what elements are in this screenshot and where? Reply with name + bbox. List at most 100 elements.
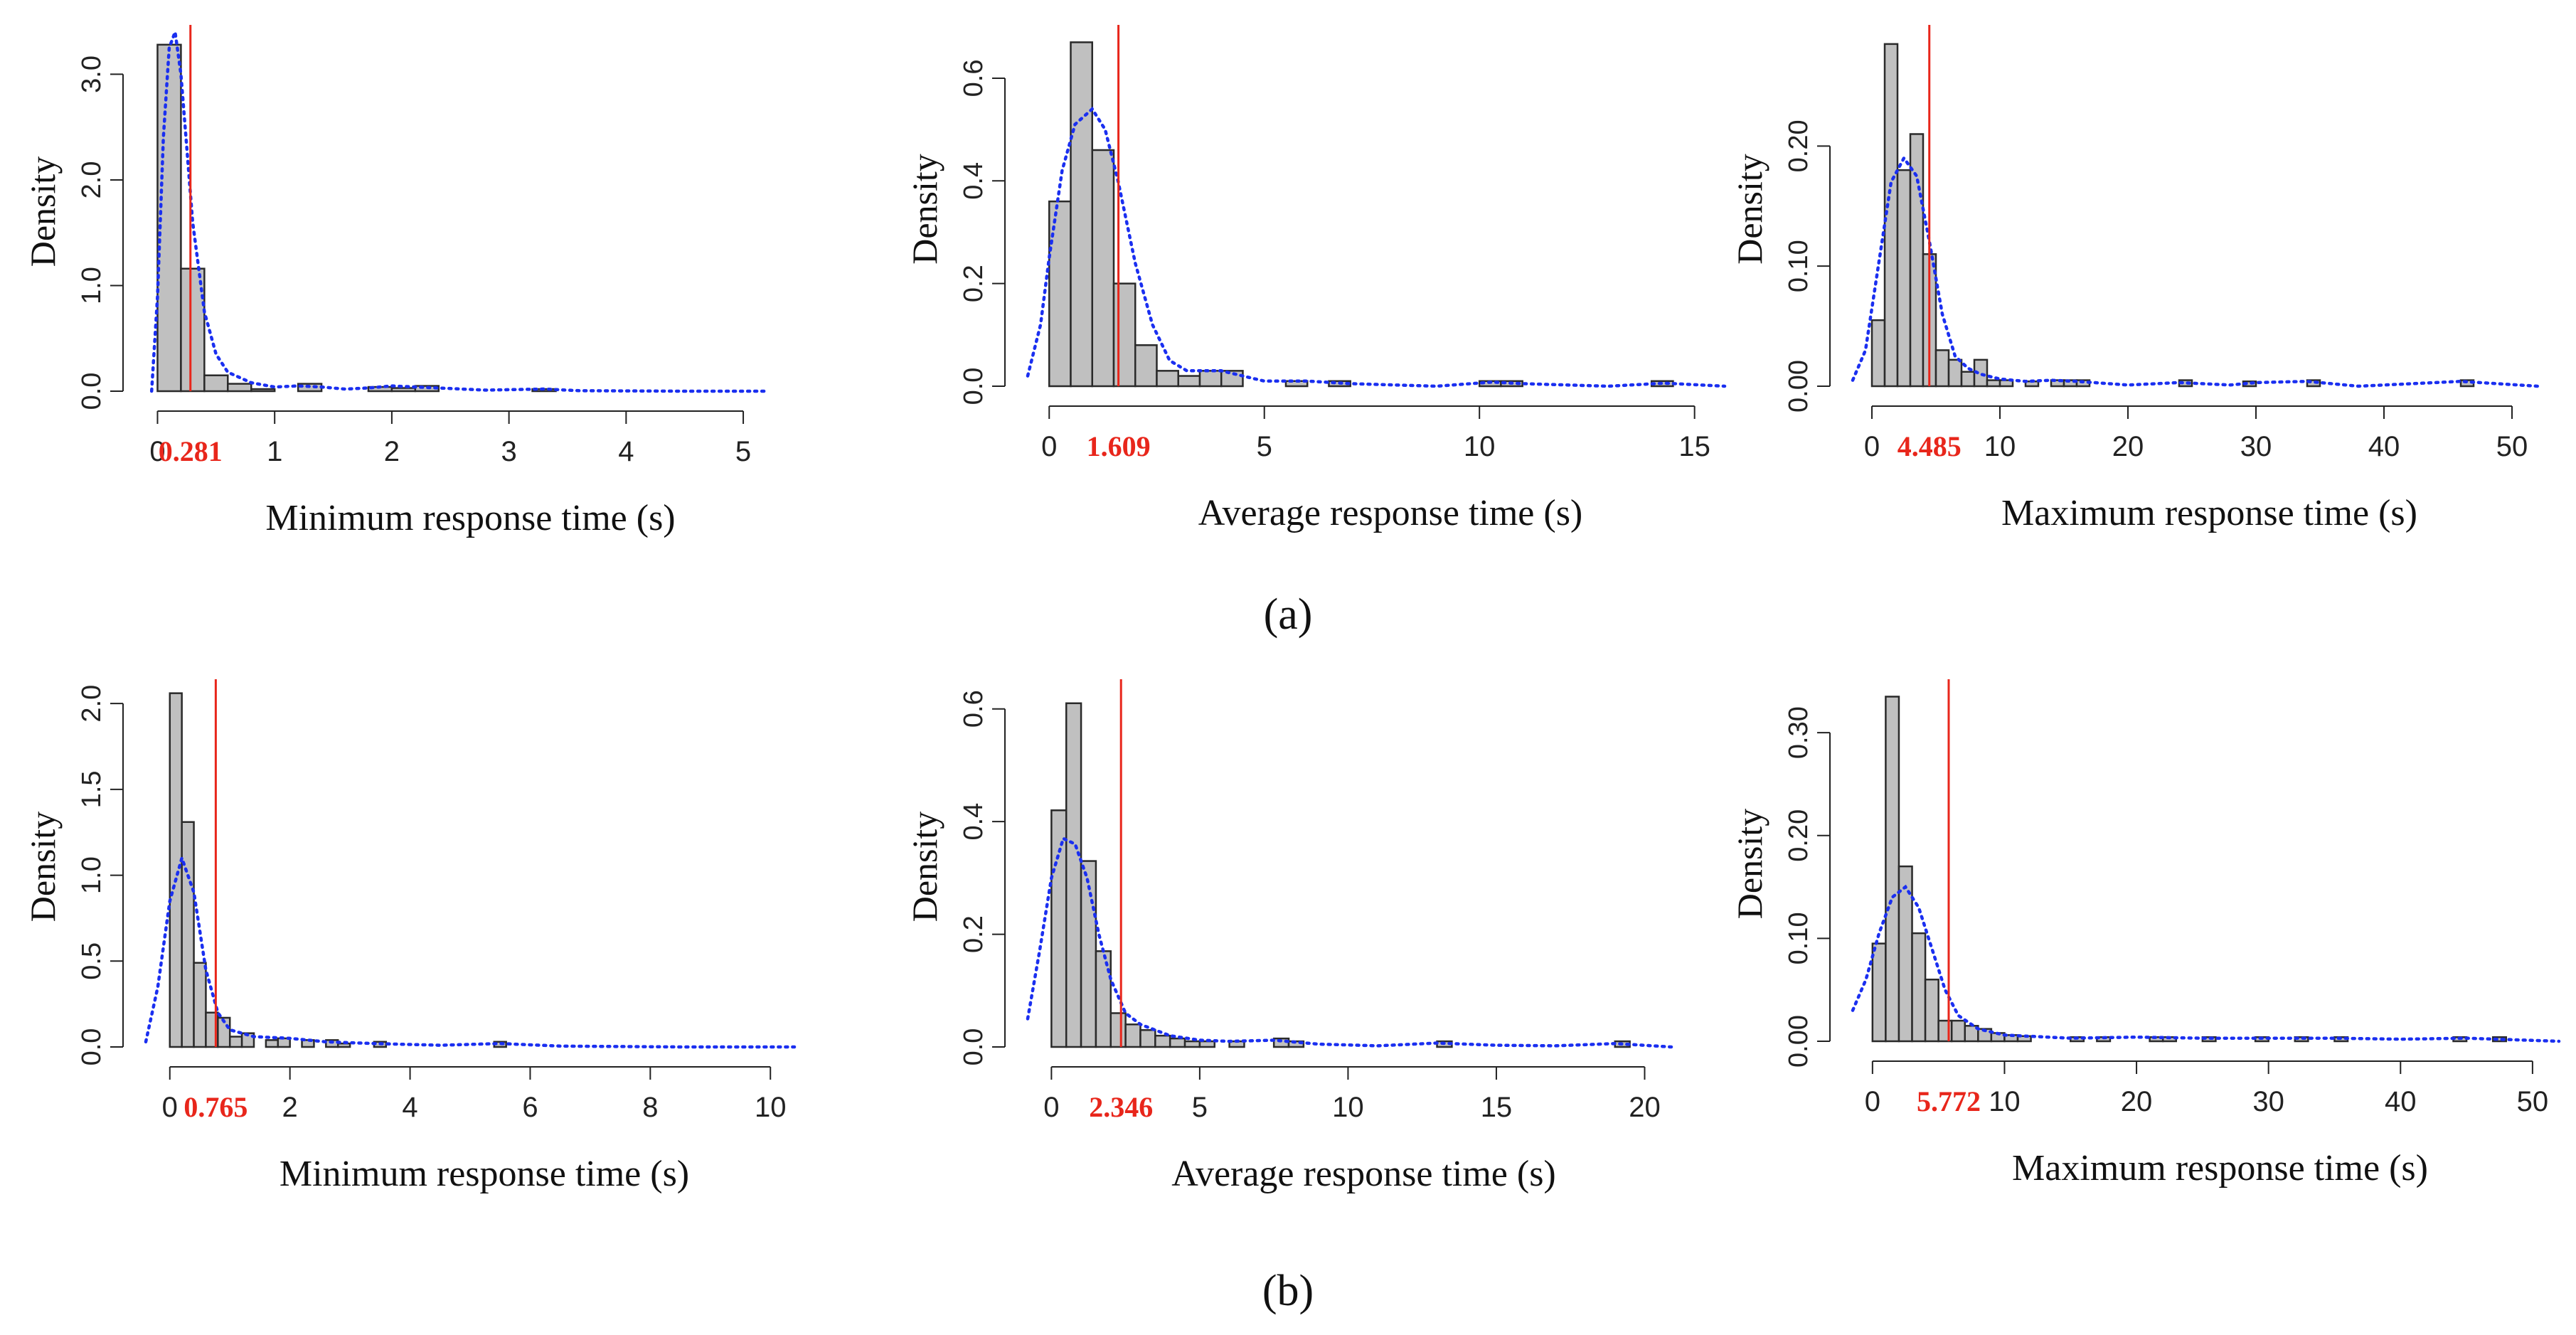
- x-axis-title: Average response time (s): [1198, 493, 1583, 533]
- histogram-bar: [1169, 1037, 1186, 1048]
- x-axis-title: Minimum response time (s): [265, 498, 675, 538]
- density-curve: [1026, 836, 1673, 1049]
- x-tick-label: 10: [1989, 1086, 2021, 1117]
- x-tick-label: 6: [522, 1092, 538, 1123]
- x-tick-label: 1: [267, 436, 282, 467]
- histogram-bar: [1112, 282, 1137, 388]
- x-tick-label: 5: [1192, 1092, 1208, 1123]
- y-tick-label: 1.0: [77, 267, 107, 304]
- x-tick-label: 0: [149, 436, 165, 467]
- histogram-bar: [1924, 978, 1939, 1043]
- x-tick-label: 15: [1481, 1092, 1513, 1123]
- density-curve: [1851, 884, 2561, 1043]
- y-tick-label: 0.0: [959, 1028, 989, 1066]
- histogram-bar: [181, 821, 195, 1048]
- x-tick-label: 30: [2240, 431, 2272, 462]
- x-tick-label: 10: [1984, 431, 2016, 462]
- x-axis-title: Maximum response time (s): [2001, 493, 2417, 533]
- y-tick-label: 0.10: [1784, 912, 1814, 964]
- y-tick-label: 2.0: [77, 685, 107, 723]
- y-tick-label: 0.2: [959, 915, 989, 953]
- histogram-bar: [1065, 702, 1082, 1048]
- x-tick-label: 20: [2112, 431, 2144, 462]
- histogram-bar: [1139, 1028, 1156, 1048]
- row-label-b: (b): [1262, 1267, 1314, 1315]
- x-tick-label: 0: [1864, 431, 1880, 462]
- y-tick-label: 0.20: [1784, 119, 1814, 172]
- y-tick-label: 0.6: [959, 60, 989, 97]
- x-tick-label: 4: [618, 436, 634, 467]
- histogram-panel: 0 5 10 15 1.609 0.0 0.2 0.4 0.6 Density Average re…: [905, 25, 1727, 533]
- histogram-bar: [2491, 1036, 2508, 1043]
- histogram-bar: [1124, 1023, 1141, 1048]
- histogram-panel: 0 2 4 6 8 10 0.765 0.0 0.5 1.0 1.5 2.0 Density Minimu…: [23, 679, 797, 1194]
- histogram-panel: 0 1 2 3 4 5 0.281 0.0 1.0 2.0 3.0 Density Minimum re…: [23, 25, 769, 538]
- y-axis-title: Density: [905, 812, 944, 922]
- histogram-bar: [390, 387, 417, 393]
- histogram-bar: [228, 1036, 243, 1048]
- histogram-bar: [180, 267, 206, 393]
- histogram-bar: [1934, 349, 1950, 388]
- y-tick-label: 1.5: [77, 770, 107, 808]
- mean-value-label: 5.772: [1917, 1085, 1981, 1117]
- mean-value-label: 0.281: [159, 435, 223, 467]
- histogram-bar: [1154, 1034, 1171, 1048]
- x-tick-label: 50: [2517, 1086, 2549, 1117]
- x-tick-label: 8: [642, 1092, 658, 1123]
- x-tick-label: 10: [1332, 1092, 1364, 1123]
- histogram-panels: 0 1 2 3 4 5 0.281 0.0 1.0 2.0 3.0 Density Minimum re…: [23, 25, 2561, 1194]
- x-tick-label: 10: [1464, 431, 1496, 462]
- y-tick-label: 0.0: [77, 373, 107, 410]
- density-curve: [1851, 155, 2540, 388]
- x-tick-label: 40: [2385, 1086, 2417, 1117]
- y-tick-label: 0.00: [1784, 1015, 1814, 1068]
- histogram-bar: [1950, 1019, 1966, 1043]
- x-tick-label: 15: [1678, 431, 1710, 462]
- density-curve: [1026, 106, 1727, 388]
- histogram-bar: [1896, 169, 1912, 388]
- histogram-bar: [1986, 379, 2001, 388]
- y-tick-label: 0.6: [959, 690, 989, 728]
- y-tick-label: 0.4: [959, 803, 989, 841]
- row-label-a: (a): [1264, 590, 1313, 639]
- mean-value-label: 4.485: [1898, 430, 1962, 462]
- histogram-bar: [1050, 809, 1068, 1048]
- x-tick-label: 2: [282, 1092, 298, 1123]
- x-tick-label: 20: [1629, 1092, 1661, 1123]
- y-axis-title: Density: [23, 156, 63, 267]
- y-tick-label: 0.30: [1784, 706, 1814, 759]
- histogram-bar: [1048, 200, 1072, 388]
- histogram-bar: [227, 383, 252, 393]
- y-tick-label: 2.0: [77, 161, 107, 199]
- y-axis-title: Density: [905, 154, 944, 265]
- x-tick-label: 0: [1043, 1092, 1059, 1123]
- density-curve: [144, 852, 797, 1049]
- histogram-bar: [1183, 1040, 1201, 1048]
- x-tick-label: 0: [162, 1092, 178, 1123]
- histogram-bar: [1911, 932, 1927, 1043]
- histogram-panel: 0 5 10 15 20 2.346 0.0 0.2 0.4 0.6 Density Average …: [905, 679, 1673, 1194]
- histogram-bar: [1871, 942, 1887, 1043]
- histogram-bar: [1156, 370, 1179, 388]
- y-tick-label: 1.0: [77, 856, 107, 894]
- x-tick-label: 30: [2252, 1086, 2284, 1117]
- histogram-bar: [1960, 371, 1976, 388]
- histogram-bar: [1177, 375, 1201, 388]
- y-tick-label: 0.5: [77, 942, 107, 980]
- histogram-bar: [1091, 149, 1115, 388]
- histogram-panel: 0 10 20 30 40 50 5.772 0.00 0.10 0.20 0.30 Density M…: [1730, 679, 2561, 1188]
- histogram-bar: [2306, 379, 2321, 388]
- x-tick-label: 2: [384, 436, 400, 467]
- x-axis-title: Maximum response time (s): [2012, 1148, 2428, 1188]
- histogram-bar: [169, 692, 183, 1048]
- x-tick-label: 20: [2121, 1086, 2153, 1117]
- histogram-bar: [1885, 696, 1900, 1043]
- histogram-bar: [1198, 1040, 1215, 1048]
- x-tick-label: 5: [735, 436, 751, 467]
- histogram-panel: 0 10 20 30 40 50 4.485 0.00 0.10 0.20 Density Maxim…: [1730, 25, 2540, 533]
- histogram-bar: [1198, 370, 1223, 388]
- y-axis-title: Density: [1730, 809, 1769, 920]
- x-tick-label: 0: [1041, 431, 1057, 462]
- mean-value-label: 2.346: [1089, 1091, 1153, 1123]
